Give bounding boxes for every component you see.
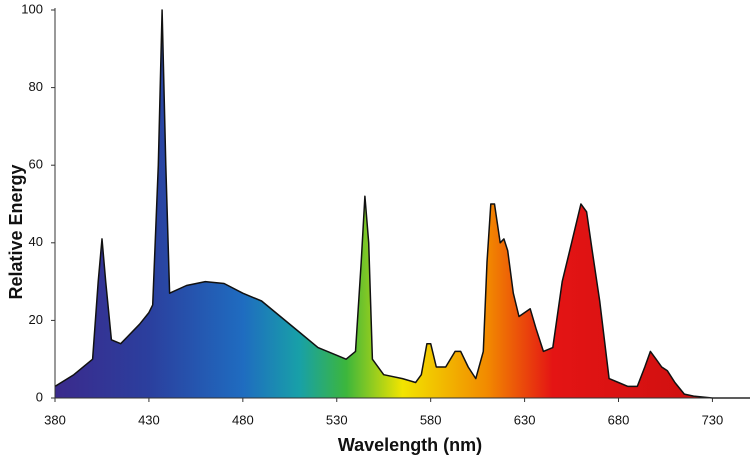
x-tick-label: 580 bbox=[420, 412, 442, 427]
x-tick-label: 480 bbox=[232, 412, 254, 427]
y-tick-label: 100 bbox=[21, 1, 43, 16]
y-tick-label: 40 bbox=[29, 234, 43, 249]
y-tick-label: 60 bbox=[29, 157, 43, 172]
y-axis-title: Relative Energy bbox=[6, 164, 26, 299]
x-tick-label: 430 bbox=[138, 412, 160, 427]
x-tick-label: 530 bbox=[326, 412, 348, 427]
x-tick-label: 630 bbox=[514, 412, 536, 427]
spectrum-area bbox=[55, 10, 750, 398]
x-tick-label: 380 bbox=[44, 412, 66, 427]
spectrum-outline bbox=[54, 9, 750, 399]
x-axis-title: Wavelength (nm) bbox=[338, 435, 482, 455]
y-tick-label: 20 bbox=[29, 312, 43, 327]
x-tick-label: 730 bbox=[702, 412, 724, 427]
x-tick-label: 680 bbox=[608, 412, 630, 427]
y-tick-label: 0 bbox=[36, 389, 43, 404]
y-tick-label: 80 bbox=[29, 79, 43, 94]
